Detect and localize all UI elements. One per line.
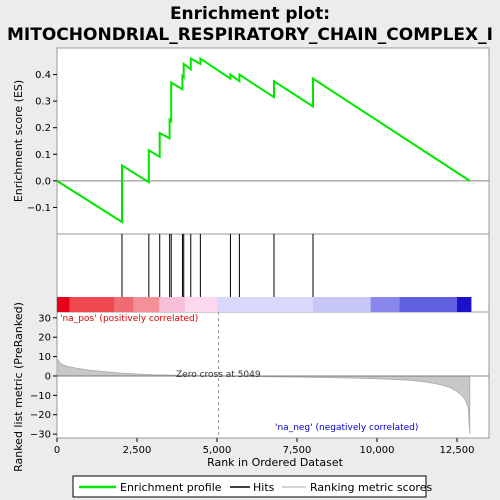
heatmap-segment-3 [133, 297, 160, 312]
legend-item-enrichment-profile: Enrichment profile [79, 481, 222, 494]
rank-tick-label-6: 30 [38, 313, 51, 324]
heatmap-segment-10 [457, 297, 472, 312]
chart-title-line2: MITOCHONDRIAL_RESPIRATORY_CHAIN_COMPLEX_… [7, 25, 493, 45]
heatmap-segment-9 [399, 297, 457, 312]
x-axis-label: Rank in Ordered Dataset [207, 456, 344, 469]
heatmap-segment-5 [185, 297, 217, 312]
rank-tick-label-1: −20 [30, 410, 51, 421]
heatmap-segment-7 [313, 297, 371, 312]
rank-tick-label-3: 0 [45, 371, 51, 382]
neg-correlated-label: 'na_neg' (negatively correlated) [275, 423, 418, 433]
metric-layer [56, 312, 489, 438]
ranking-metric-area [56, 357, 471, 435]
legend-metric-label: Ranking metric scores [310, 481, 432, 494]
es-axis-label: Enrichment score (ES) [12, 80, 25, 202]
x-tick-label-2: 5,000 [203, 445, 232, 456]
heatmap-segment-8 [370, 297, 400, 312]
es-tick-label-5: 0.4 [35, 70, 51, 81]
es-layer [56, 56, 489, 224]
heatmap-segment-1 [69, 297, 115, 312]
rank-tick-label-0: −30 [30, 430, 51, 441]
es-panel [56, 47, 490, 235]
zero-cross-label: Zero cross at 5049 [176, 370, 261, 380]
x-tick-label-5: 12,500 [440, 445, 475, 456]
x-tick-label-0: 0 [54, 445, 60, 456]
es-tick-label-4: 0.3 [35, 97, 51, 108]
legend-enrichment-label: Enrichment profile [120, 481, 222, 494]
chart-title-line1: Enrichment plot: [170, 4, 330, 24]
legend-hits-label: Hits [253, 481, 275, 494]
es-tick-label-1: 0.0 [35, 176, 51, 187]
rank-tick-label-4: 10 [38, 352, 51, 363]
heatmap-segment-2 [114, 297, 134, 312]
x-tick-label-3: 7,500 [283, 445, 312, 456]
rank-tick-label-2: −10 [30, 391, 51, 402]
enrichment-profile-line [56, 56, 471, 224]
es-tick-label-3: 0.2 [35, 123, 51, 134]
es-tick-label-2: 0.1 [35, 150, 51, 161]
heatmap-segment-6 [217, 297, 313, 312]
pos-correlated-label: 'na_pos' (positively correlated) [60, 314, 198, 324]
rank-axis-label: Ranked list metric (PreRanked) [12, 302, 25, 472]
x-tick-label-1: 2,500 [123, 445, 152, 456]
heatmap-segment-4 [159, 297, 185, 312]
axis-layer: −0.1 0.0 0.1 0.2 0.3 0.4 −30 −20 −10 0 10 20 30 0 2,50… [27, 70, 475, 456]
rank-tick-label-5: 20 [38, 333, 51, 344]
hits-layer [57, 234, 472, 312]
heatmap-segment-0 [57, 297, 70, 312]
legend-item-hits: Hits [230, 481, 275, 494]
es-tick-label-0: −0.1 [27, 203, 51, 214]
legend-item-ranking-metric: Ranking metric scores [282, 481, 432, 494]
x-tick-label-4: 10,000 [360, 445, 395, 456]
